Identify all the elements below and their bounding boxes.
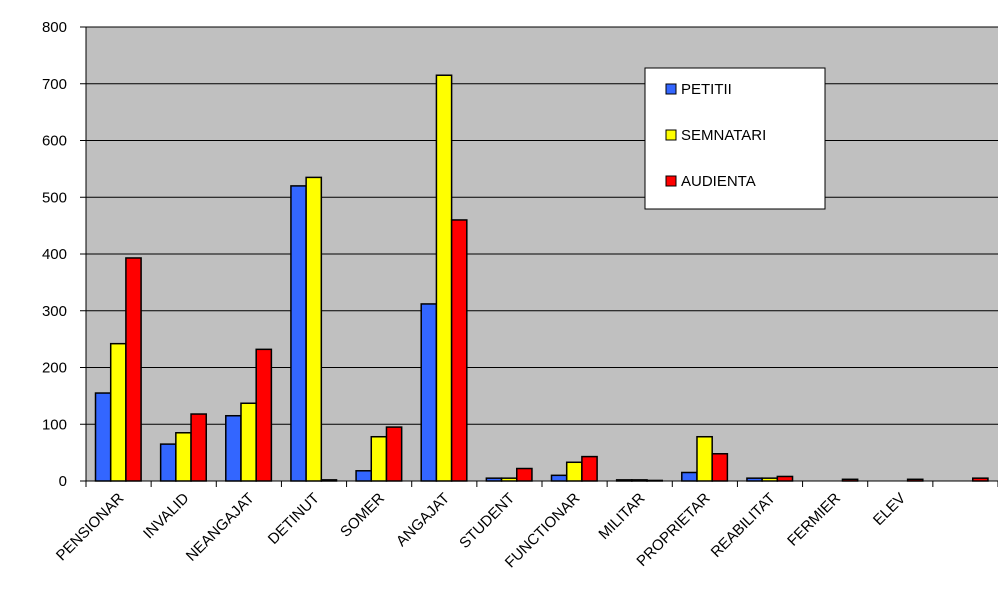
bar-semnatari-somer [370,435,388,482]
axes [80,26,998,487]
bar-petitii-functionar [550,474,568,482]
bar-audienta-somer [385,426,403,482]
bar-petitii-somer [355,470,373,482]
y-tick-label: 600 [42,133,67,150]
legend: PETITII SEMNATARI AUDIENTA [644,67,826,210]
x-tick-label: FERMIER [784,490,844,550]
legend-label: AUDIENTA [681,173,756,190]
x-tick-label: INVALID [140,490,193,543]
y-tick-label: 0 [59,473,67,490]
x-tick-label: ANGAJAT [393,490,453,550]
x-tick-label: MILITAR [595,490,648,543]
bar-petitii-pensionar [94,392,112,482]
bar-petitii-proprietar [681,471,698,482]
y-axis-tick-labels: 0 100 200 300 400 500 600 700 800 [42,19,67,490]
bar-audienta-functionar [581,455,598,482]
bar-petitii-neangajat [225,414,242,482]
x-tick-label: DETINUT [265,490,323,548]
bar-audienta-proprietar [711,453,729,482]
x-tick-label: ELEV [870,490,909,529]
y-tick-label: 800 [42,19,67,36]
x-tick-label: PENSIONAR [53,490,128,565]
legend-label: PETITII [681,81,732,98]
x-tick-label: SOMER [337,490,388,541]
y-tick-label: 200 [42,360,67,377]
bar-semnatari-neangajat [240,402,257,482]
y-tick-label: 300 [42,303,67,320]
bar-semnatari-angajat [435,74,453,482]
legend-swatch [665,129,677,141]
y-tick-label: 500 [42,189,67,206]
x-tick-label: NEANGAJAT [183,490,258,565]
legend-swatch [665,83,677,95]
y-tick-label: 400 [42,246,67,263]
bar-audienta-invalid [190,413,207,482]
bar-semnatari-proprietar [696,435,713,482]
bar-semnatari-functionar [565,461,583,482]
bar-petitii-angajat [420,303,438,482]
bar-audienta-reabilitat [776,475,794,482]
bar-audienta-pensionar [125,257,142,482]
legend-label: SEMNATARI [681,127,766,144]
bar-semnatari-invalid [175,432,192,482]
bar-petitii-detinut [290,185,307,482]
y-tick-label: 700 [42,76,67,93]
bar-audienta-angajat [450,219,468,482]
y-tick-label: 100 [42,416,67,433]
x-tick-label: STUDENT [456,490,518,552]
bar-petitii-invalid [159,443,177,482]
bar-semnatari-detinut [305,176,323,482]
x-tick-label: REABILITAT [708,490,779,561]
legend-swatch [665,175,677,187]
bar-audienta-neangajat [255,348,273,482]
bar-audienta-student [516,467,533,482]
bar-semnatari-pensionar [109,342,127,482]
